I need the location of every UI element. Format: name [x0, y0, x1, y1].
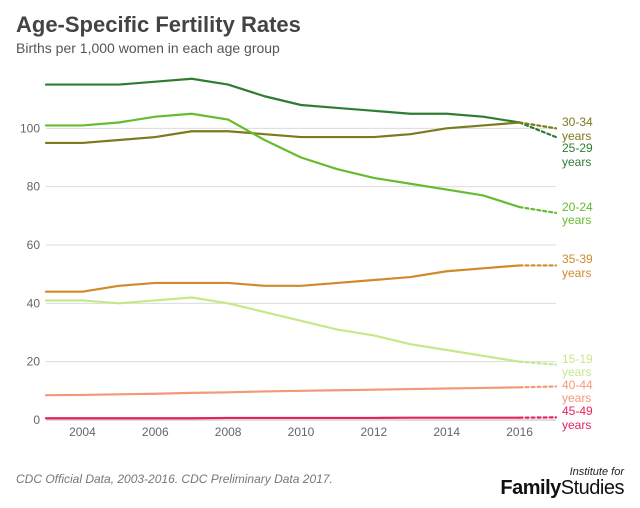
series-label: 25-29 years [562, 142, 604, 168]
page-subtitle: Births per 1,000 women in each age group [16, 40, 624, 56]
svg-text:2008: 2008 [215, 425, 242, 439]
brand-thin: Studies [561, 477, 624, 499]
svg-text:0: 0 [33, 413, 40, 427]
series-line-preliminary [520, 207, 556, 213]
svg-text:100: 100 [20, 121, 40, 135]
chart-footnote: CDC Official Data, 2003-2016. CDC Prelim… [16, 472, 333, 486]
svg-text:2004: 2004 [69, 425, 96, 439]
brand-block: Institute for FamilyStudies [500, 467, 624, 498]
series-line [46, 387, 520, 395]
series-label: 15-19 years [562, 353, 604, 379]
svg-text:2010: 2010 [288, 425, 315, 439]
series-label: 40-44 years [562, 379, 604, 405]
svg-text:2012: 2012 [361, 425, 388, 439]
series-label: 30-34 years [562, 116, 604, 142]
series-label: 45-49 years [562, 405, 604, 431]
series-line-preliminary [520, 386, 556, 387]
series-line [46, 418, 520, 419]
brand-bold: Family [500, 477, 560, 499]
series-line [46, 265, 520, 291]
svg-text:40: 40 [27, 296, 41, 310]
svg-text:60: 60 [27, 238, 41, 252]
svg-text:2006: 2006 [142, 425, 169, 439]
fertility-chart: 0 20 40 60 80 100 2004 2006 2008 2010 2012 2014 2016… [16, 64, 624, 444]
page-title: Age-Specific Fertility Rates [16, 12, 624, 38]
svg-text:2016: 2016 [506, 425, 533, 439]
series-label: 35-39 years [562, 253, 604, 279]
chart-svg: 0 20 40 60 80 100 2004 2006 2008 2010 2012 2014 2016 [16, 64, 624, 444]
series-label: 20-24 years [562, 201, 604, 227]
svg-text:80: 80 [27, 180, 41, 194]
brand-main-text: FamilyStudies [500, 478, 624, 498]
svg-text:2014: 2014 [433, 425, 460, 439]
svg-text:20: 20 [27, 355, 41, 369]
series-line [46, 123, 520, 143]
series-line [46, 298, 520, 362]
series-line [46, 79, 520, 123]
